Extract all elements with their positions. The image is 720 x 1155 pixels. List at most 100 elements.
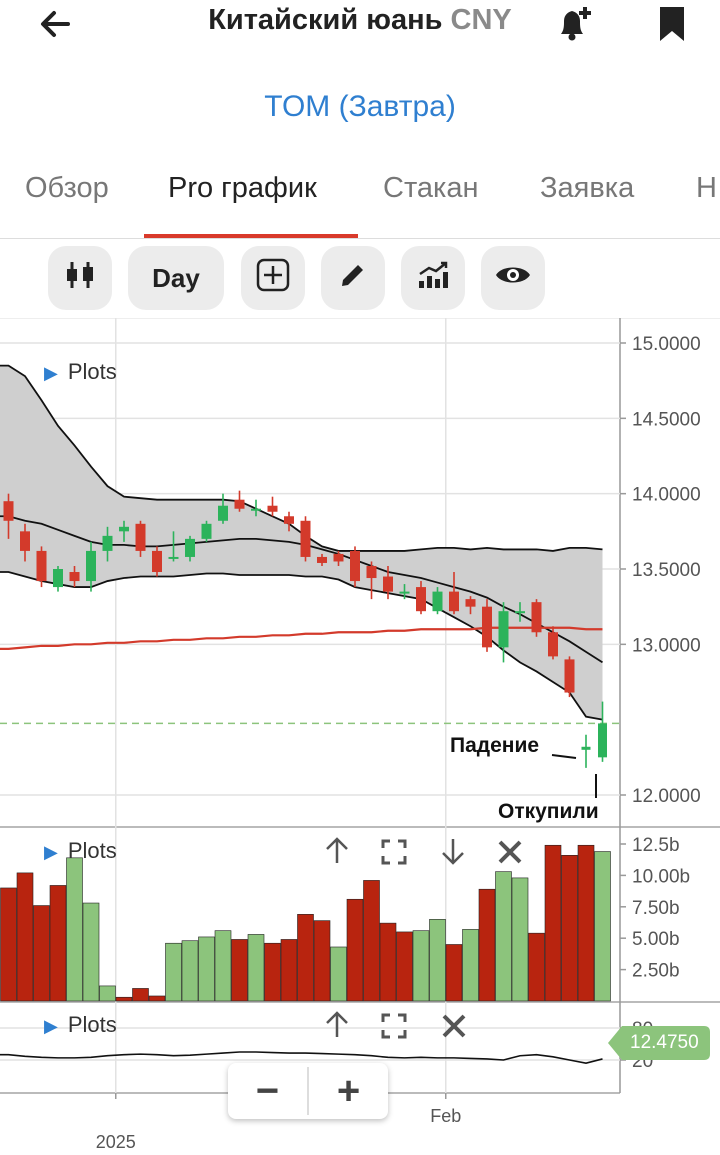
volume-bar (181, 940, 199, 1002)
bookmark-icon[interactable] (654, 4, 690, 44)
bollinger-upper-line (0, 364, 603, 552)
candle-body (598, 723, 607, 758)
annotation-drop: Падение (450, 734, 540, 757)
chart-toolbar: Day (0, 246, 720, 312)
oscillator-plots-toggle[interactable]: ▶ Plots (44, 1012, 117, 1038)
last-price-label: 12.4750 (630, 1032, 699, 1053)
draw-button[interactable] (321, 246, 385, 310)
zoom-separator (307, 1067, 309, 1115)
price-tick-label: 12.0000 (632, 786, 701, 807)
volume-plots-label: Plots (67, 838, 117, 863)
eye-icon (494, 262, 532, 295)
tab-more[interactable]: Н (696, 172, 717, 204)
header: Китайский юань CNY (0, 0, 720, 50)
back-arrow-icon[interactable] (36, 6, 76, 42)
candle-body (399, 591, 410, 594)
candle-body (465, 599, 476, 607)
volume-bar (82, 902, 100, 1002)
volume-bar (33, 905, 50, 1002)
expand-triangle-icon: ▶ (44, 363, 58, 383)
volume-bar (214, 930, 232, 1002)
candle-body (449, 591, 459, 612)
candle-body (86, 550, 96, 582)
price-tick-label: 13.5000 (632, 560, 701, 581)
visibility-button[interactable] (481, 246, 545, 310)
volume-bar (99, 985, 116, 1002)
volume-bar (231, 939, 248, 1002)
volume-bar (66, 857, 83, 1002)
trend-chart-icon (416, 260, 450, 297)
tab-pro-chart[interactable]: Pro график (168, 172, 317, 204)
candle-body (350, 550, 360, 582)
candle-body (366, 565, 377, 579)
interval-button[interactable]: Day (128, 246, 224, 310)
volume-plots-toggle[interactable]: ▶ Plots (44, 838, 117, 864)
zoom-in-button[interactable]: + (336, 1068, 361, 1113)
annotation-buyback: Откупили (498, 800, 599, 823)
board-subtitle[interactable]: TOM (Завтра) (264, 90, 456, 123)
volume-bar (165, 942, 182, 1002)
volume-bar (198, 936, 215, 1002)
volume-bar (511, 877, 529, 1002)
chart-type-button[interactable] (48, 246, 112, 310)
candle-body (234, 499, 245, 509)
pencil-icon (338, 260, 368, 297)
volume-bar (478, 888, 496, 1002)
indicators-button[interactable] (401, 246, 465, 310)
plus-box-icon (256, 258, 290, 299)
alert-bell-icon[interactable] (552, 4, 598, 44)
candle-body (581, 746, 591, 750)
price-tick-label: 15.0000 (632, 334, 701, 355)
candle-body (119, 526, 129, 532)
instrument-code: CNY (450, 4, 512, 36)
candle-body (300, 520, 311, 557)
volume-bar (561, 855, 578, 1002)
volume-bar (445, 944, 463, 1002)
tab-overview[interactable]: Обзор (25, 172, 109, 204)
volume-bar (429, 919, 446, 1002)
candle-body (515, 611, 525, 614)
tab-bar: Обзор Pro график Стакан Заявка Н (0, 160, 720, 239)
candle-body (218, 505, 228, 521)
tab-order[interactable]: Заявка (540, 172, 635, 204)
candle-body (135, 523, 146, 551)
volume-bar (0, 887, 17, 1002)
zoom-controls: − + (228, 1063, 388, 1119)
candle-body (383, 576, 393, 592)
volume-tick-label: 2.50b (632, 961, 680, 982)
add-button[interactable] (241, 246, 305, 310)
price-tick-label: 14.0000 (632, 485, 701, 506)
volume-bar (330, 946, 347, 1002)
chart-area[interactable]: 15.0000 14.5000 14.0000 13.5000 13.0000 12.00… (0, 318, 720, 1155)
oscillator-plots-label: Plots (67, 1012, 117, 1037)
candle-body (102, 535, 113, 551)
volume-bar (247, 934, 265, 1002)
candle-body (201, 523, 212, 539)
candle-body (333, 553, 344, 562)
volume-bar (544, 844, 562, 1002)
candle-body (564, 659, 575, 693)
expand-triangle-icon: ▶ (44, 842, 58, 862)
candle-body (416, 587, 426, 612)
zoom-out-button[interactable]: − (255, 1068, 280, 1113)
volume-bar (49, 885, 67, 1002)
price-tick-label: 14.5000 (632, 409, 701, 430)
candle-body (284, 516, 294, 524)
candle-body (531, 602, 542, 633)
candle-body (69, 572, 80, 582)
chart-canvas[interactable]: 15.0000 14.5000 14.0000 13.5000 13.0000 12.00… (0, 318, 720, 1155)
volume-bar (462, 929, 479, 1002)
candle-body (482, 606, 492, 648)
volume-bar (346, 898, 364, 1002)
volume-tick-label: 10.00b (632, 866, 690, 887)
volume-bar (379, 922, 397, 1002)
time-tick-label: 2025 (96, 1132, 136, 1152)
candle-body (267, 505, 278, 512)
main-plots-toggle[interactable]: ▶ Plots (44, 359, 117, 385)
active-tab-indicator (144, 234, 358, 238)
page-title: Китайский юань CNY (0, 4, 720, 37)
volume-bar (115, 996, 133, 1002)
volume-bar (577, 844, 595, 1002)
tab-order-book[interactable]: Стакан (383, 172, 479, 204)
candlestick-icon (63, 260, 97, 297)
